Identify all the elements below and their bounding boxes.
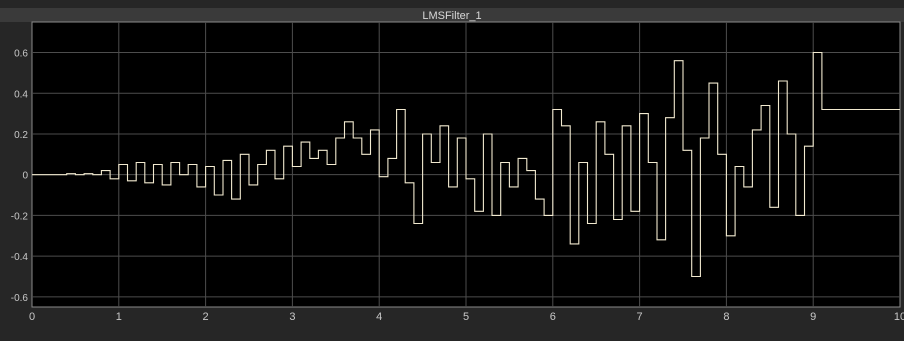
y-tick-label: 0.6 bbox=[14, 49, 28, 60]
x-tick-label: 5 bbox=[463, 311, 469, 323]
x-tick-label: 2 bbox=[203, 311, 209, 323]
y-tick-label: 0.2 bbox=[14, 130, 28, 141]
y-tick-label: -0.6 bbox=[11, 293, 29, 304]
series-line bbox=[32, 51, 900, 278]
x-tick-label: 6 bbox=[550, 311, 556, 323]
x-tick-label: 3 bbox=[289, 311, 295, 323]
tick-labels: 0 1 2 3 4 5 6 7 8 9 10 -0.6 -0.4 -0.2 0 0.2 0.4 0.6 bbox=[11, 49, 904, 323]
x-tick-label: 4 bbox=[376, 311, 382, 323]
x-tick-label: 10 bbox=[894, 311, 904, 323]
y-tick-label: -0.2 bbox=[11, 211, 29, 222]
x-tick-label: 8 bbox=[723, 311, 729, 323]
y-tick-label: 0.4 bbox=[14, 89, 28, 100]
x-tick-label: 7 bbox=[637, 311, 643, 323]
series-layer bbox=[32, 51, 900, 278]
chart-title: LMSFilter_1 bbox=[422, 10, 481, 22]
y-tick-label: 0 bbox=[22, 171, 28, 182]
y-tick-label: -0.4 bbox=[11, 252, 29, 263]
x-tick-label: 0 bbox=[29, 311, 35, 323]
x-tick-label: 9 bbox=[810, 311, 816, 323]
title-bar bbox=[0, 8, 904, 22]
x-tick-label: 1 bbox=[116, 311, 122, 323]
